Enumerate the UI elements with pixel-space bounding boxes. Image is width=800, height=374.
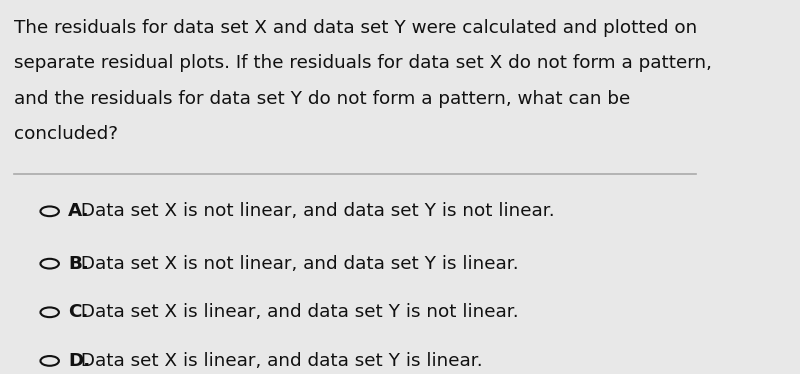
Text: B.: B. bbox=[68, 255, 89, 273]
Text: D.: D. bbox=[68, 352, 90, 370]
Text: concluded?: concluded? bbox=[14, 125, 118, 143]
Text: Data set X is not linear, and data set Y is linear.: Data set X is not linear, and data set Y… bbox=[75, 255, 519, 273]
Text: A.: A. bbox=[68, 202, 90, 220]
Text: and the residuals for data set Y do not form a pattern, what can be: and the residuals for data set Y do not … bbox=[14, 90, 630, 108]
Text: Data set X is linear, and data set Y is not linear.: Data set X is linear, and data set Y is … bbox=[75, 303, 519, 321]
Text: Data set X is not linear, and data set Y is not linear.: Data set X is not linear, and data set Y… bbox=[75, 202, 555, 220]
Text: separate residual plots. If the residuals for data set X do not form a pattern,: separate residual plots. If the residual… bbox=[14, 54, 712, 72]
Text: Data set X is linear, and data set Y is linear.: Data set X is linear, and data set Y is … bbox=[75, 352, 483, 370]
Text: C.: C. bbox=[68, 303, 89, 321]
Text: The residuals for data set X and data set Y were calculated and plotted on: The residuals for data set X and data se… bbox=[14, 19, 698, 37]
